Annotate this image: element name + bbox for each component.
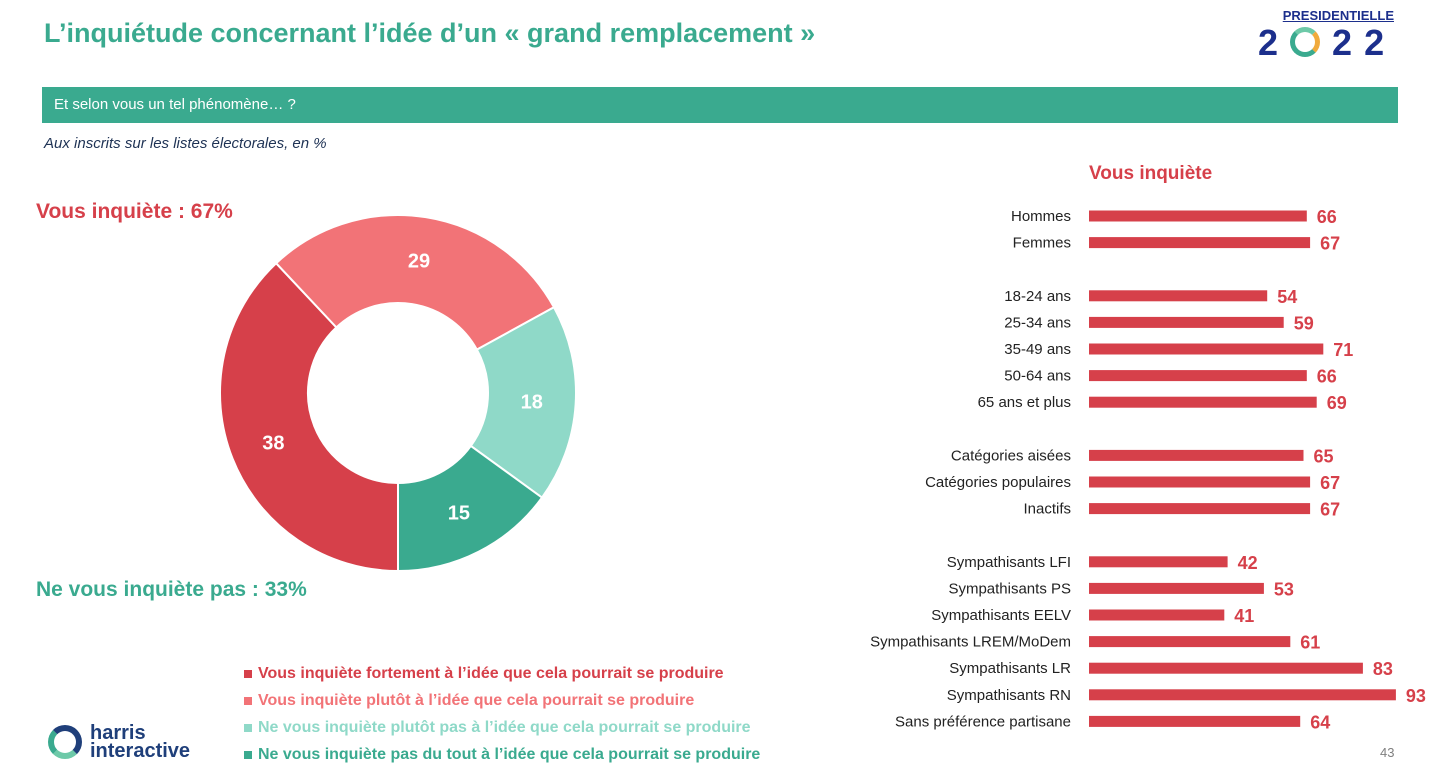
bar-value-label: 71 xyxy=(1333,340,1353,360)
donut-chart: 38 29 18 15 xyxy=(219,214,577,573)
donut-slice-label: 29 xyxy=(408,251,430,273)
logo-digit: 2 xyxy=(1332,22,1365,63)
bar-value-label: 53 xyxy=(1274,579,1294,599)
bar-value-label: 41 xyxy=(1234,606,1254,626)
legend-label: Vous inquiète fortement à l’idée que cel… xyxy=(258,664,724,682)
bar xyxy=(1089,396,1317,408)
bar-value-label: 93 xyxy=(1406,686,1426,706)
donut-slice xyxy=(397,444,544,573)
legend-swatch xyxy=(244,723,252,732)
logo-digit: 2 xyxy=(1364,22,1397,63)
bar xyxy=(1089,715,1301,727)
bar xyxy=(1089,636,1291,648)
bar-value-label: 54 xyxy=(1277,287,1297,307)
legend-swatch xyxy=(244,669,252,678)
bar-category-label: Inactifs xyxy=(1023,501,1071,518)
bar-category-label: 35-49 ans xyxy=(1004,341,1071,358)
donut-slice-label: 38 xyxy=(262,432,284,454)
legend-item: Vous inquiète fortement à l’idée que cel… xyxy=(244,660,760,687)
bar-value-label: 67 xyxy=(1320,500,1340,520)
bar-value-label: 66 xyxy=(1317,207,1337,227)
page-number: 43 xyxy=(1380,745,1395,760)
bar-category-label: Sans préférence partisane xyxy=(895,713,1071,730)
bar-category-label: Sympathisants EELV xyxy=(931,607,1071,624)
logo-digit: 2 xyxy=(1258,22,1291,63)
harris-line2: interactive xyxy=(90,740,191,762)
logo-year: 2 22 xyxy=(1258,22,1398,64)
bar xyxy=(1089,370,1307,382)
harris-line1: harris xyxy=(90,722,146,744)
donut-slice-label: 18 xyxy=(521,391,543,413)
bar xyxy=(1089,476,1311,488)
harris-interactive-logo: harris interactive xyxy=(48,722,191,762)
bar xyxy=(1089,582,1264,594)
bar-value-label: 59 xyxy=(1294,313,1314,333)
bar-category-label: Hommes xyxy=(1011,208,1071,225)
harris-ring-icon xyxy=(48,725,82,759)
bar-category-label: Femmes xyxy=(1013,235,1071,252)
summary-worried: Vous inquiète : 67% xyxy=(36,200,233,223)
bar-value-label: 67 xyxy=(1320,234,1340,254)
logo-top-text: PRESIDENTIELLE xyxy=(1282,8,1394,23)
bar-value-label: 42 xyxy=(1238,553,1258,573)
question-banner: Et selon vous un tel phénomène… ? xyxy=(42,87,1398,123)
bar xyxy=(1089,449,1304,461)
donut-slice-label: 15 xyxy=(448,502,470,524)
bar-value-label: 64 xyxy=(1310,712,1330,732)
legend-swatch xyxy=(244,696,252,705)
bar-category-label: 65 ans et plus xyxy=(978,394,1071,411)
bar-category-label: Catégories populaires xyxy=(925,474,1071,491)
bar-category-label: Sympathisants LR xyxy=(949,660,1071,677)
summary-not-worried: Ne vous inquiète pas : 33% xyxy=(36,578,307,601)
population-note: Aux inscrits sur les listes électorales,… xyxy=(44,135,327,152)
bar xyxy=(1089,237,1311,249)
bar-value-label: 66 xyxy=(1317,367,1337,387)
bar-category-label: 25-34 ans xyxy=(1004,314,1071,331)
bar-category-label: Sympathisants PS xyxy=(948,580,1071,597)
logo-ring-icon xyxy=(1290,27,1321,57)
legend-item: Vous inquiète plutôt à l’idée que cela p… xyxy=(244,687,760,714)
legend-item: Ne vous inquiète plutôt pas à l’idée que… xyxy=(244,714,760,741)
page-title: L’inquiétude concernant l’idée d’un « gr… xyxy=(44,18,816,48)
bar xyxy=(1089,210,1307,222)
donut-legend: Vous inquiète fortement à l’idée que cel… xyxy=(244,660,760,768)
bar-value-label: 67 xyxy=(1320,473,1340,493)
bar xyxy=(1089,343,1324,355)
harris-wordmark: harris interactive xyxy=(90,722,191,762)
bar xyxy=(1089,316,1284,328)
bar xyxy=(1089,503,1311,515)
legend-label: Ne vous inquiète pas du tout à l’idée qu… xyxy=(258,745,761,763)
bar-value-label: 61 xyxy=(1300,633,1320,653)
bar-category-label: 50-64 ans xyxy=(1004,368,1071,385)
bar xyxy=(1089,290,1268,302)
bar-category-label: 18-24 ans xyxy=(1004,288,1071,305)
bar xyxy=(1089,689,1396,701)
bar-category-label: Sympathisants LREM/MoDem xyxy=(870,634,1071,651)
bar xyxy=(1089,662,1363,674)
bar-category-label: Sympathisants LFI xyxy=(947,554,1071,571)
bar-value-label: 69 xyxy=(1327,393,1347,413)
donut-slice xyxy=(219,261,399,573)
donut-slice xyxy=(469,305,577,500)
bar-category-label: Catégories aisées xyxy=(951,447,1071,464)
presidentielle-2022-logo: PRESIDENTIELLE 2 22 xyxy=(1258,8,1398,63)
bar xyxy=(1089,609,1225,621)
legend-item: Ne vous inquiète pas du tout à l’idée qu… xyxy=(244,741,760,768)
bar-chart-title: Vous inquiète xyxy=(1089,163,1213,184)
legend-swatch xyxy=(244,750,252,759)
bar-value-label: 83 xyxy=(1373,659,1393,679)
bar-value-label: 65 xyxy=(1314,446,1334,466)
donut-slice xyxy=(274,214,556,351)
legend-label: Vous inquiète plutôt à l’idée que cela p… xyxy=(258,691,695,709)
bar-category-label: Sympathisants RN xyxy=(947,687,1071,704)
legend-label: Ne vous inquiète plutôt pas à l’idée que… xyxy=(258,718,751,736)
bar xyxy=(1089,556,1228,568)
